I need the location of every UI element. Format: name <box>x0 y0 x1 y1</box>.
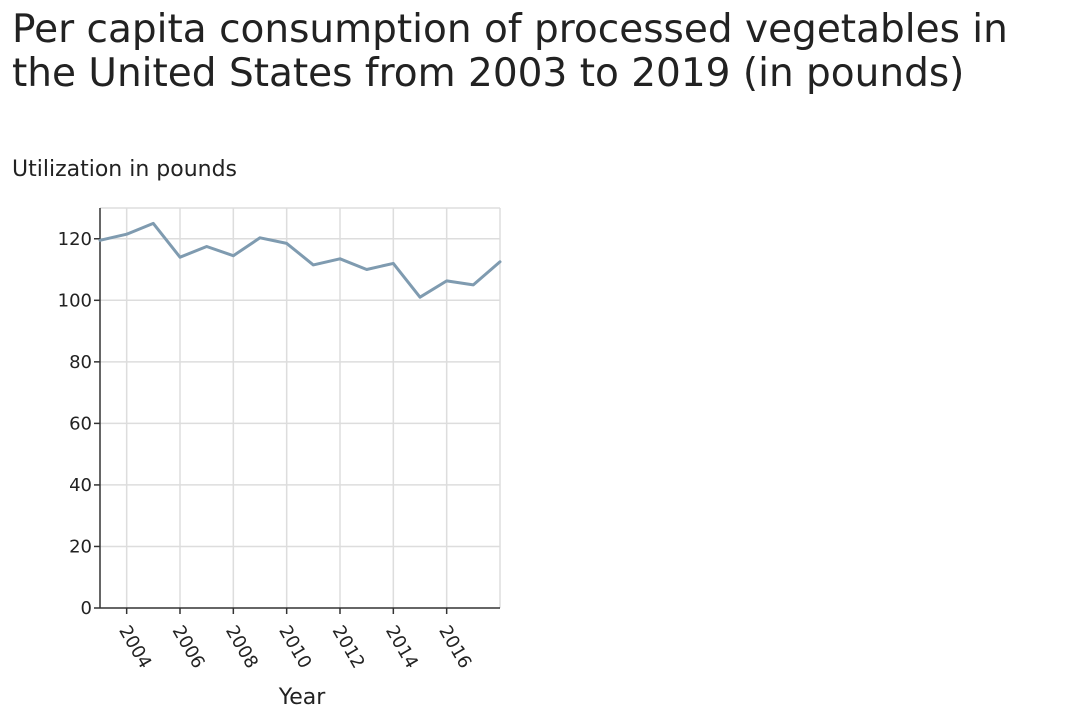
grid-lines <box>100 207 501 608</box>
y-tick-label: 80 <box>69 352 92 373</box>
x-axis-label: Year <box>278 685 327 710</box>
y-tick-label: 0 <box>81 598 92 619</box>
y-tick-label: 120 <box>58 229 92 250</box>
y-tick-label: 60 <box>69 413 92 434</box>
y-tick-label: 40 <box>69 475 92 496</box>
axes <box>99 208 500 609</box>
x-tick-label: 2006 <box>168 622 209 672</box>
x-tick-label: 2016 <box>434 622 475 672</box>
y-axis-label: Utilization in pounds <box>12 157 238 182</box>
data-series <box>98 221 502 299</box>
x-axis-ticks: 2004 2006 2008 2010 2012 2014 2016 <box>114 608 475 672</box>
x-tick-label: 2008 <box>221 622 262 672</box>
x-tick-label: 2012 <box>328 622 369 672</box>
x-tick-label: 2004 <box>114 622 155 672</box>
x-tick-label: 2010 <box>274 622 315 672</box>
chart-title: Per capita consumption of processed vege… <box>12 7 1008 96</box>
y-tick-label: 100 <box>58 290 92 311</box>
y-tick-label: 20 <box>69 536 92 557</box>
x-tick-label: 2014 <box>381 622 422 672</box>
series-line <box>98 221 502 299</box>
y-axis-ticks: 0 20 40 60 80 100 120 <box>58 229 100 619</box>
